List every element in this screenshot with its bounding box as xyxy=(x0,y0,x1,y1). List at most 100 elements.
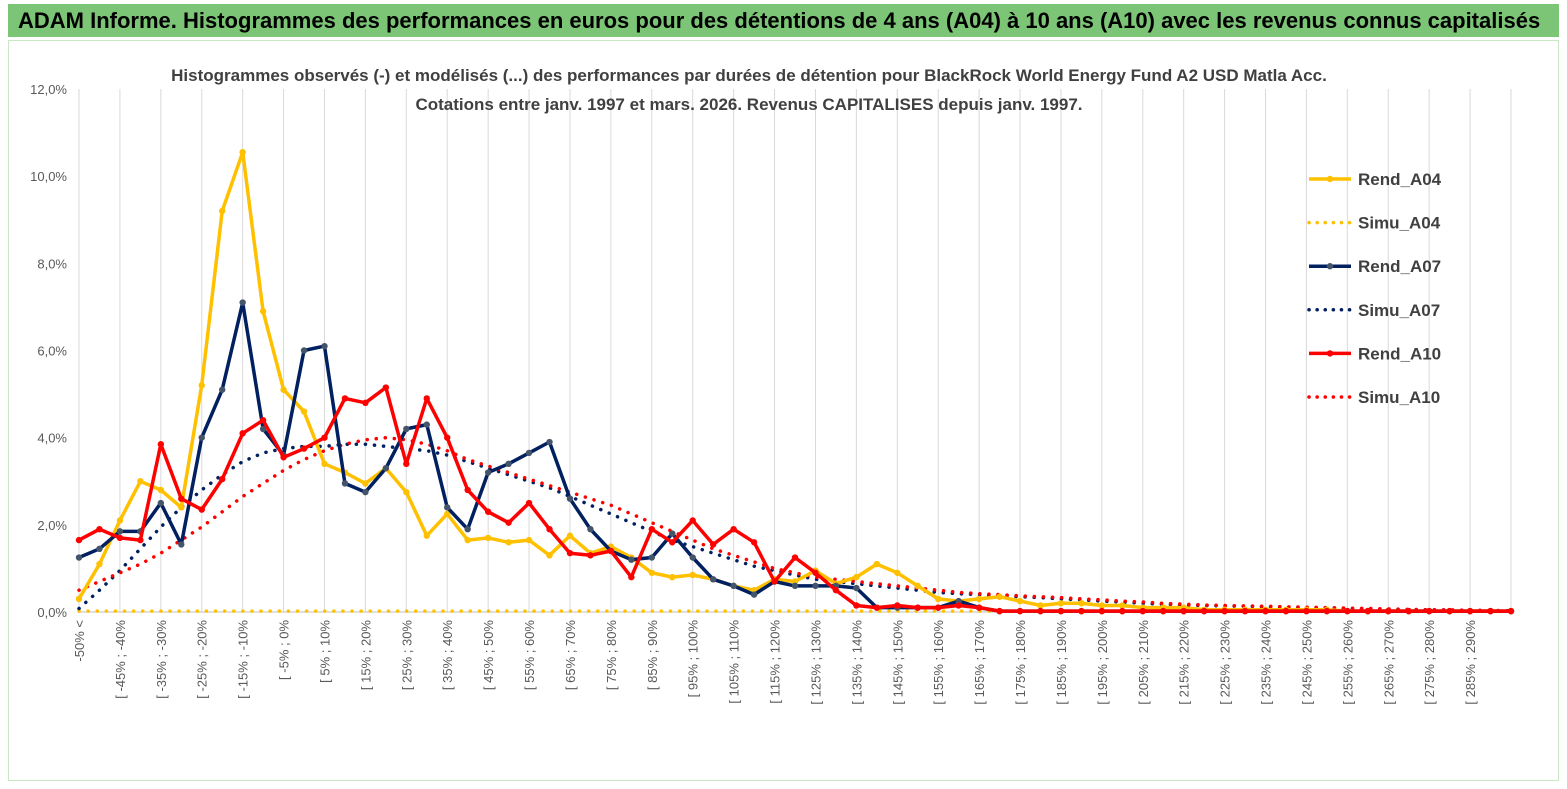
y-tick-label: 10,0% xyxy=(30,169,67,184)
point-rend_a04 xyxy=(894,569,901,576)
point-rend_a04 xyxy=(198,382,205,389)
x-tick-label: [ 185% ; 190% xyxy=(1054,620,1069,705)
point-rend_a10 xyxy=(812,569,819,576)
point-rend_a04 xyxy=(996,593,1003,600)
point-rend_a10 xyxy=(750,539,758,546)
point-rend_a10 xyxy=(1078,607,1085,615)
point-rend_a10 xyxy=(505,519,512,526)
point-rend_a04 xyxy=(403,488,410,496)
legend-label: Rend_A04 xyxy=(1358,170,1442,189)
point-rend_a10 xyxy=(321,434,328,441)
point-rend_a07 xyxy=(423,421,430,428)
x-tick-label: [ 135% ; 140% xyxy=(849,620,864,705)
point-rend_a10 xyxy=(75,536,83,544)
point-rend_a04 xyxy=(300,408,308,415)
point-rend_a04 xyxy=(1016,597,1024,605)
point-rend_a04 xyxy=(96,560,103,568)
x-tick-label: [ 195% ; 200% xyxy=(1095,620,1110,705)
point-rend_a04 xyxy=(1098,602,1106,609)
point-rend_a10 xyxy=(730,525,737,533)
point-rend_a04 xyxy=(689,571,696,579)
chart-title-line1: Histogrammes observés (-) et modélisés (… xyxy=(171,66,1327,85)
point-rend_a10 xyxy=(587,552,594,559)
point-rend_a10 xyxy=(1385,607,1392,615)
series-simu_a10 xyxy=(77,435,1513,613)
point-rend_a10 xyxy=(157,441,165,448)
y-tick-label: 0,0% xyxy=(37,605,67,620)
point-rend_a10 xyxy=(525,499,533,507)
x-tick-label: [ 215% ; 220% xyxy=(1177,620,1192,705)
point-rend_a10 xyxy=(607,547,615,555)
point-rend_a07 xyxy=(116,528,124,535)
x-tick-label: [ 115% ; 120% xyxy=(768,620,783,704)
series-lines xyxy=(75,148,1515,615)
point-rend_a10 xyxy=(894,602,901,609)
point-rend_a04 xyxy=(362,480,369,487)
point-rend_a04 xyxy=(178,504,185,511)
point-rend_a04 xyxy=(935,595,942,603)
y-tick-label: 8,0% xyxy=(37,256,67,271)
point-rend_a10 xyxy=(1037,607,1044,615)
x-tick-label: [ -5% ; 0% xyxy=(277,620,292,680)
point-rend_a07 xyxy=(157,499,165,507)
point-rend_a10 xyxy=(709,541,717,548)
point-rend_a10 xyxy=(853,602,860,609)
point-rend_a10 xyxy=(1282,607,1290,615)
x-tick-label: [ 55% ; 60% xyxy=(522,620,537,691)
point-rend_a10 xyxy=(280,454,287,461)
point-rend_a10 xyxy=(873,604,881,611)
point-rend_a10 xyxy=(1200,607,1208,615)
x-tick-label: [ 175% ; 180% xyxy=(1013,620,1028,705)
point-rend_a07 xyxy=(484,469,492,476)
point-rend_a10 xyxy=(444,434,451,441)
series-rend_a07 xyxy=(75,299,1515,615)
x-tick-label: [ 225% ; 230% xyxy=(1218,620,1233,705)
legend-marker xyxy=(1326,175,1334,183)
x-tick-label: -50% < xyxy=(72,620,87,662)
point-rend_a10 xyxy=(1487,607,1494,615)
legend-item-rend_a04: Rend_A04 xyxy=(1309,170,1442,189)
point-rend_a04 xyxy=(423,532,430,539)
report-title-banner: ADAM Informe. Histogrammes des performan… xyxy=(8,4,1559,37)
point-rend_a07 xyxy=(750,591,758,598)
x-tick-label: [ 235% ; 240% xyxy=(1259,620,1274,705)
x-tick-label: [ 25% ; 30% xyxy=(399,620,414,691)
x-tick-label: [ 165% ; 170% xyxy=(972,620,987,705)
point-rend_a04 xyxy=(1078,600,1085,607)
legend-item-rend_a07: Rend_A07 xyxy=(1309,257,1441,276)
legend-label: Rend_A10 xyxy=(1358,344,1441,363)
point-rend_a10 xyxy=(1057,607,1065,615)
point-rend_a07 xyxy=(689,554,696,561)
point-rend_a07 xyxy=(382,464,390,472)
point-rend_a07 xyxy=(812,582,819,590)
point-rend_a07 xyxy=(525,449,533,457)
point-rend_a10 xyxy=(1221,607,1228,615)
point-rend_a10 xyxy=(935,604,942,611)
point-rend_a07 xyxy=(464,525,471,533)
point-rend_a07 xyxy=(300,347,308,354)
point-rend_a10 xyxy=(219,475,226,483)
line-rend_a04 xyxy=(77,150,1511,613)
x-tick-label: [ 265% ; 270% xyxy=(1381,620,1396,705)
x-tick-label: [ -45% ; -40% xyxy=(113,620,128,699)
point-rend_a10 xyxy=(1262,607,1269,615)
point-rend_a10 xyxy=(1446,607,1453,615)
x-tick-label: [ 15% ; 20% xyxy=(358,620,373,691)
x-tick-label: [ 285% ; 290% xyxy=(1463,620,1478,705)
point-rend_a04 xyxy=(648,569,655,576)
point-rend_a07 xyxy=(96,545,103,553)
point-rend_a10 xyxy=(1425,607,1433,615)
legend-item-simu_a04: Simu_A04 xyxy=(1307,214,1441,233)
point-rend_a07 xyxy=(219,386,226,393)
x-tick-label: [ 125% ; 130% xyxy=(808,620,823,705)
legend-label: Simu_A07 xyxy=(1358,301,1440,320)
point-rend_a10 xyxy=(1098,607,1106,615)
x-tick-label: [ 85% ; 90% xyxy=(645,620,660,691)
point-rend_a04 xyxy=(853,573,860,581)
point-rend_a10 xyxy=(832,587,840,594)
legend-item-rend_a10: Rend_A10 xyxy=(1309,344,1441,363)
point-rend_a07 xyxy=(321,342,328,350)
point-rend_a04 xyxy=(116,517,124,524)
legend-label: Simu_A10 xyxy=(1358,388,1440,407)
point-rend_a04 xyxy=(219,207,226,215)
